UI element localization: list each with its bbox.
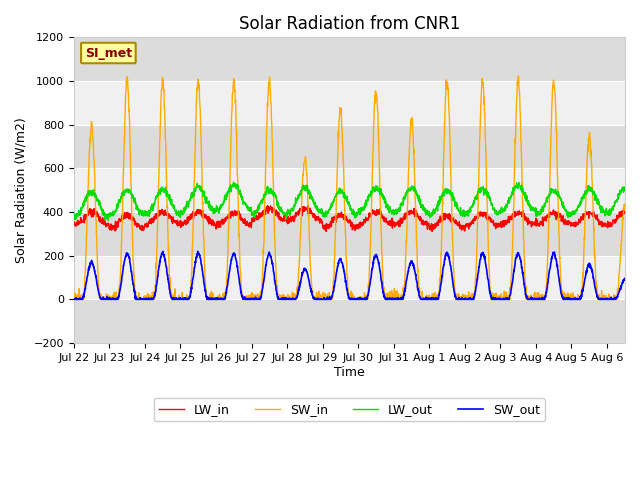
SW_in — [392, 297, 400, 302]
Line: SW_in: SW_in — [74, 76, 640, 300]
LW_in — [127, 216, 134, 221]
SW_out — [127, 264, 134, 270]
LW_in — [562, 219, 570, 225]
Title: Solar Radiation from CNR1: Solar Radiation from CNR1 — [239, 15, 460, 33]
SW_out — [194, 249, 202, 254]
LW_in — [250, 215, 257, 220]
LW_in — [393, 220, 401, 226]
LW_out — [230, 179, 237, 185]
Bar — [74, 300, 625, 343]
Text: SI_met: SI_met — [84, 47, 132, 60]
SW_out — [530, 296, 538, 302]
LW_in — [639, 297, 640, 302]
SW_in — [631, 291, 639, 297]
LW_out — [631, 201, 639, 207]
SW_in — [250, 297, 257, 302]
LW_in — [530, 222, 538, 228]
LW_in — [631, 219, 639, 225]
LW_out — [639, 297, 640, 302]
SW_in — [70, 297, 77, 302]
LW_out — [393, 207, 401, 213]
Bar — [74, 212, 625, 256]
Line: LW_in: LW_in — [74, 205, 640, 300]
SW_out — [250, 297, 257, 302]
SW_in — [127, 164, 134, 170]
LW_out — [530, 206, 538, 212]
LW_out — [127, 189, 134, 195]
Legend: LW_in, SW_in, LW_out, SW_out: LW_in, SW_in, LW_out, SW_out — [154, 398, 545, 421]
SW_out — [631, 297, 639, 302]
LW_in — [70, 220, 77, 226]
SW_in — [515, 73, 522, 79]
SW_in — [639, 297, 640, 302]
SW_out — [393, 297, 401, 302]
LW_in — [305, 203, 312, 208]
Y-axis label: Solar Radiation (W/m2): Solar Radiation (W/m2) — [15, 117, 28, 263]
SW_in — [530, 296, 538, 301]
SW_in — [562, 297, 570, 302]
SW_out — [639, 297, 640, 302]
LW_out — [562, 208, 570, 214]
LW_out — [70, 215, 77, 221]
Bar — [74, 125, 625, 168]
SW_out — [562, 296, 570, 302]
SW_out — [70, 297, 77, 302]
Bar — [74, 37, 625, 81]
X-axis label: Time: Time — [334, 365, 365, 379]
Line: LW_out: LW_out — [74, 182, 640, 300]
LW_out — [250, 211, 257, 216]
Line: SW_out: SW_out — [74, 252, 640, 300]
